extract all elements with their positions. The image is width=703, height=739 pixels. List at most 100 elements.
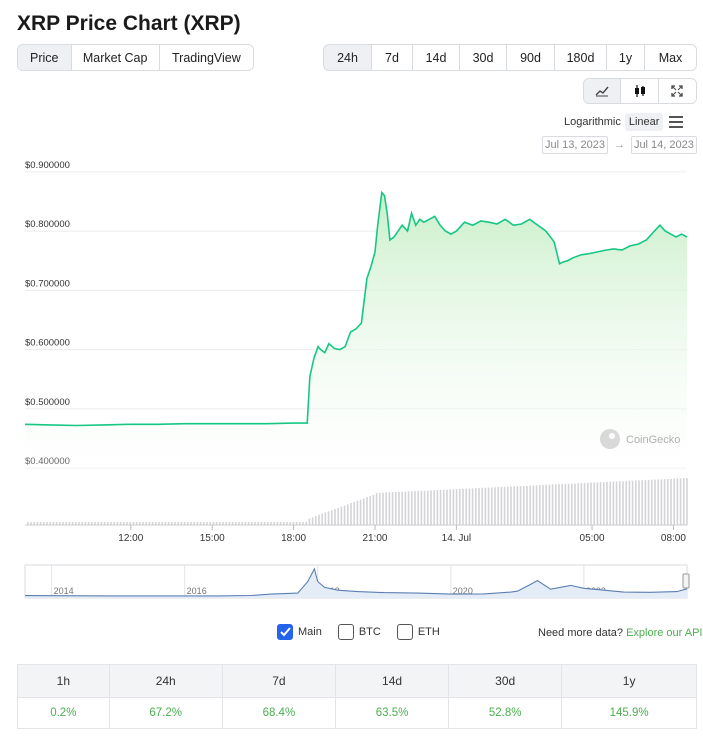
volume-bar <box>478 488 480 525</box>
volume-bar <box>516 486 519 525</box>
volume-bar <box>155 522 157 525</box>
volume-bar <box>318 514 320 525</box>
range-max[interactable]: Max <box>645 45 696 70</box>
toggle-eth[interactable]: ETH <box>396 624 440 640</box>
volume-bar <box>526 485 528 525</box>
volume-bar <box>123 522 125 525</box>
volume-bar <box>599 482 602 525</box>
tab-market-cap[interactable]: Market Cap <box>71 45 160 70</box>
volume-bar <box>241 522 243 525</box>
volume-bar <box>190 522 192 525</box>
volume-bar <box>129 522 131 525</box>
volume-bar <box>468 488 471 525</box>
volume-bar <box>126 522 128 525</box>
navigator-tick-label: 2016 <box>187 586 207 596</box>
volume-bar <box>379 492 381 525</box>
expand-icon[interactable] <box>658 79 696 103</box>
volume-bar <box>75 522 77 525</box>
perf-value-7d: 68.4% <box>221 697 336 729</box>
volume-bar <box>337 507 339 525</box>
candlestick-icon[interactable] <box>621 79 659 103</box>
volume-bar <box>286 522 288 525</box>
range-1y[interactable]: 1y <box>607 45 645 70</box>
volume-bar <box>631 480 634 525</box>
toggle-btc[interactable]: BTC <box>337 624 381 640</box>
explore-api-link[interactable]: Explore our API <box>626 627 703 639</box>
volume-bar <box>327 511 330 525</box>
volume-bar <box>593 482 595 525</box>
logarithmic-option[interactable]: Logarithmic <box>564 116 621 128</box>
volume-bar <box>267 522 269 525</box>
volume-bar <box>251 522 253 525</box>
volume-bar <box>36 522 39 525</box>
checkbox-eth[interactable] <box>396 624 413 640</box>
volume-bar <box>193 522 195 525</box>
volume-bar <box>555 484 557 525</box>
linear-option[interactable]: Linear <box>624 113 664 131</box>
volume-bar <box>497 487 499 525</box>
volume-bar <box>587 482 589 525</box>
volume-bar <box>254 522 256 525</box>
volume-bar <box>302 522 304 525</box>
perf-header-24h: 24h <box>108 664 223 698</box>
volume-bar <box>663 479 666 525</box>
volume-bar <box>660 479 663 525</box>
volume-bar <box>65 522 67 525</box>
volume-bar <box>657 479 659 525</box>
volume-bar <box>439 489 442 525</box>
volume-bar <box>212 522 215 525</box>
hamburger-menu-icon[interactable] <box>669 116 684 128</box>
series-toggles: Main BTC ETH <box>277 624 456 640</box>
volume-bar <box>670 478 672 525</box>
volume-bar <box>651 479 653 525</box>
volume-bar <box>145 522 147 525</box>
volume-bar <box>199 522 202 525</box>
range-14d[interactable]: 14d <box>413 45 460 70</box>
volume-bar <box>667 479 669 525</box>
volume-bar <box>321 513 323 525</box>
range-90d[interactable]: 90d <box>507 45 555 70</box>
tab-price[interactable]: Price <box>18 45 72 70</box>
date-to-input[interactable]: Jul 14, 2023 <box>630 136 697 154</box>
volume-bar <box>68 522 71 525</box>
x-tick-label: 15:00 <box>200 533 225 544</box>
volume-bar <box>353 502 355 525</box>
volume-bar <box>551 484 554 525</box>
volume-bar <box>372 494 375 525</box>
volume-bar <box>683 478 685 525</box>
volume-bar <box>174 522 176 525</box>
volume-bar <box>113 522 115 525</box>
volume-bar <box>39 522 42 525</box>
volume-bar <box>78 522 80 525</box>
navigator-tick-label: 2020 <box>453 586 473 596</box>
volume-bar <box>148 522 151 525</box>
volume-bar <box>449 489 451 525</box>
volume-bar <box>398 491 400 525</box>
checkbox-btc[interactable] <box>337 624 354 640</box>
volume-bar <box>375 493 378 525</box>
volume-bar <box>567 483 570 525</box>
volume-bar <box>235 522 237 525</box>
x-tick-label: 08:00 <box>661 533 686 544</box>
range-180d[interactable]: 180d <box>555 45 607 70</box>
volume-bar <box>414 491 416 525</box>
checkbox-main[interactable] <box>277 624 293 640</box>
volume-bar <box>401 491 403 525</box>
volume-bar <box>446 489 448 525</box>
volume-bar <box>119 522 122 525</box>
volume-bar <box>615 481 618 525</box>
date-from-input[interactable]: Jul 13, 2023 <box>542 136 608 154</box>
range-7d[interactable]: 7d <box>372 45 413 70</box>
range-24h[interactable]: 24h <box>324 45 372 70</box>
navigator-line <box>24 567 688 597</box>
volume-bar <box>103 522 106 525</box>
price-chart[interactable]: $0.900000 $0.800000 $0.700000 $0.600000 $0.5… <box>0 160 703 612</box>
line-chart-icon[interactable] <box>584 79 622 103</box>
volume-bar <box>315 516 317 525</box>
range-30d[interactable]: 30d <box>460 45 507 70</box>
volume-bar <box>423 490 426 525</box>
toggle-main[interactable]: Main <box>277 624 322 640</box>
perf-header-1h: 1h <box>17 664 110 698</box>
navigator-handle <box>682 573 690 589</box>
tab-tradingview[interactable]: TradingView <box>159 45 253 70</box>
